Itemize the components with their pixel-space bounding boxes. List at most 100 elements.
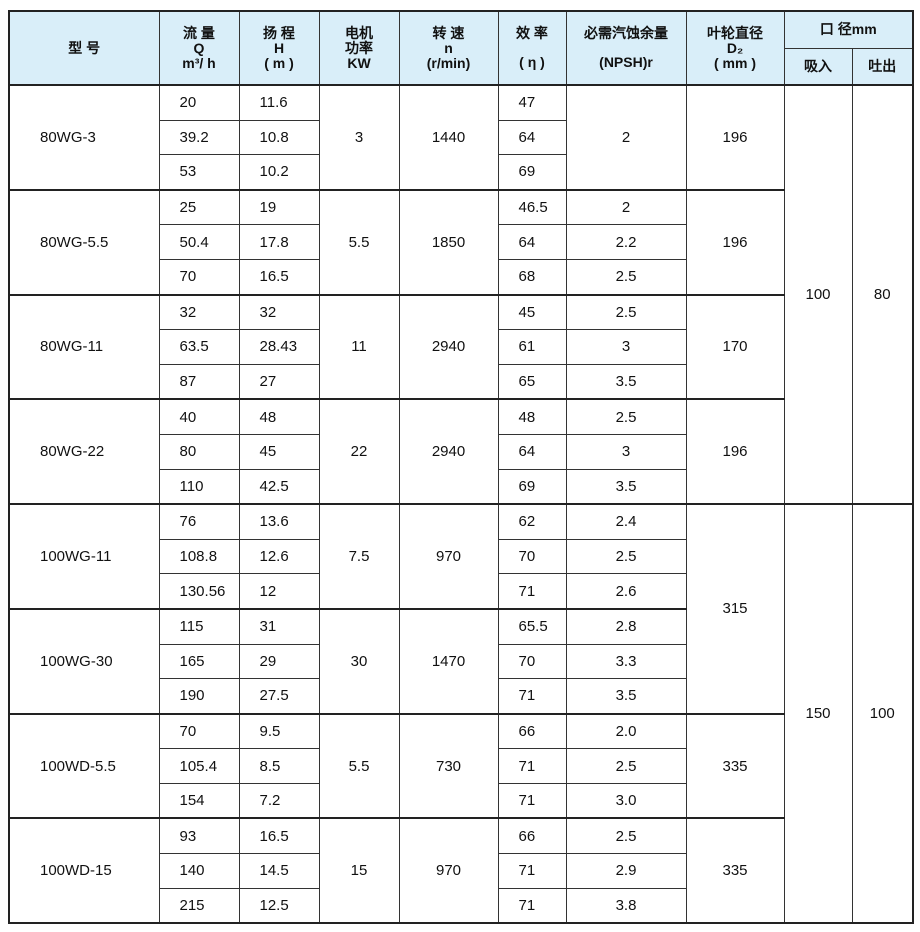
head-cell: 9.5 [238,712,320,750]
header-power: 电机 功率 KW [318,10,400,86]
flow-cell: 53 [158,154,240,191]
impeller-cell: 315 [685,503,785,715]
flow-cell: 39.2 [158,119,240,156]
head-cell: 19 [238,188,320,226]
efficiency-cell: 46.5 [497,188,567,226]
flow-cell: 215 [158,887,240,924]
impeller-cell: 196 [685,398,785,505]
flow-cell: 87 [158,363,240,400]
efficiency-cell: 68 [497,258,567,296]
flow-cell: 190 [158,678,240,715]
efficiency-cell: 71 [497,678,567,715]
table-row: 215 12.5 71 3.8 [9,887,913,924]
efficiency-cell: 71 [497,573,567,610]
efficiency-cell: 64 [497,224,567,260]
model-cell: 100WD-5.5 [8,712,160,819]
table-row: 50.4 17.8 64 2.2 [9,224,913,260]
flow-cell: 115 [158,607,240,645]
efficiency-cell: 64 [497,119,567,156]
head-cell: 16.5 [238,258,320,296]
inlet-cell: 150 [783,503,853,924]
head-cell: 10.8 [238,119,320,156]
efficiency-cell: 70 [497,643,567,680]
power-cell: 30 [318,607,400,715]
flow-cell: 20 [158,83,240,121]
table-row: 140 14.5 71 2.9 [9,853,913,889]
head-cell: 28.43 [238,329,320,365]
model-cell: 100WG-11 [8,503,160,610]
head-cell: 14.5 [238,853,320,889]
head-cell: 16.5 [238,817,320,855]
npsh-cell: 2.6 [565,573,687,610]
speed-cell: 970 [398,817,499,924]
flow-cell: 76 [158,503,240,540]
npsh-cell: 3.3 [565,643,687,680]
efficiency-cell: 45 [497,293,567,331]
power-cell: 7.5 [318,503,400,610]
npsh-cell: 2.5 [565,258,687,296]
head-cell: 42.5 [238,468,320,505]
npsh-cell: 3 [565,329,687,365]
npsh-cell: 3.5 [565,363,687,400]
flow-cell: 165 [158,643,240,680]
model-cell: 80WG-11 [8,293,160,400]
power-cell: 11 [318,293,400,400]
head-cell: 17.8 [238,224,320,260]
head-cell: 11.6 [238,83,320,121]
model-cell: 80WG-22 [8,398,160,505]
head-cell: 31 [238,607,320,645]
efficiency-cell: 69 [497,154,567,191]
efficiency-cell: 61 [497,329,567,365]
flow-cell: 63.5 [158,329,240,365]
head-cell: 27 [238,363,320,400]
power-cell: 5.5 [318,712,400,819]
header-impeller: 叶轮直径 D₂( mm ) [685,10,785,86]
flow-cell: 50.4 [158,224,240,260]
npsh-cell: 2.5 [565,748,687,784]
flow-cell: 140 [158,853,240,889]
flow-cell: 108.8 [158,538,240,575]
header-outlet: 吐出 [851,47,914,86]
npsh-cell: 3 [565,433,687,470]
impeller-cell: 335 [685,817,785,924]
head-cell: 7.2 [238,782,320,819]
efficiency-cell: 71 [497,887,567,924]
efficiency-cell: 66 [497,817,567,855]
efficiency-cell: 64 [497,433,567,470]
npsh-cell: 2.5 [565,538,687,575]
table-row: 80WG-3 20 11.6 3 1440 47 2 196 100 80 [8,83,914,505]
npsh-cell: 2 [565,84,687,191]
efficiency-cell: 66 [497,712,567,750]
header-inlet: 吸入 [783,47,853,86]
speed-cell: 2940 [398,398,499,505]
table-row: 190 27.5 71 3.5 [9,678,913,715]
table-row: 108.8 12.6 70 2.5 [9,538,913,575]
speed-cell: 970 [398,503,499,610]
impeller-cell: 196 [685,84,785,191]
model-cell: 100WD-15 [8,817,160,924]
head-cell: 12.5 [238,887,320,924]
power-cell: 15 [318,817,400,924]
header-speed: 转 速 n (r/min) [398,10,499,86]
impeller-cell: 335 [685,712,785,819]
speed-cell: 1440 [398,84,499,191]
npsh-cell: 2.0 [565,712,687,750]
table-row: 39.2 10.8 64 [9,119,913,156]
flow-cell: 130.56 [158,573,240,610]
speed-cell: 730 [398,712,499,819]
power-cell: 5.5 [318,188,400,296]
flow-cell: 32 [158,293,240,331]
npsh-cell: 2.2 [565,224,687,260]
npsh-cell: 2 [565,188,687,226]
flow-cell: 93 [158,817,240,855]
efficiency-cell: 71 [497,748,567,784]
head-cell: 13.6 [238,503,320,540]
speed-cell: 1470 [398,607,499,715]
head-cell: 27.5 [238,678,320,715]
efficiency-cell: 48 [497,398,567,435]
flow-cell: 40 [158,398,240,435]
efficiency-cell: 70 [497,538,567,575]
table-row: 80WG-5.5 25 19 5.5 1850 46.5 2 196 [8,188,913,296]
header-head: 扬 程 H( m ) [238,10,320,86]
flow-cell: 110 [158,468,240,505]
